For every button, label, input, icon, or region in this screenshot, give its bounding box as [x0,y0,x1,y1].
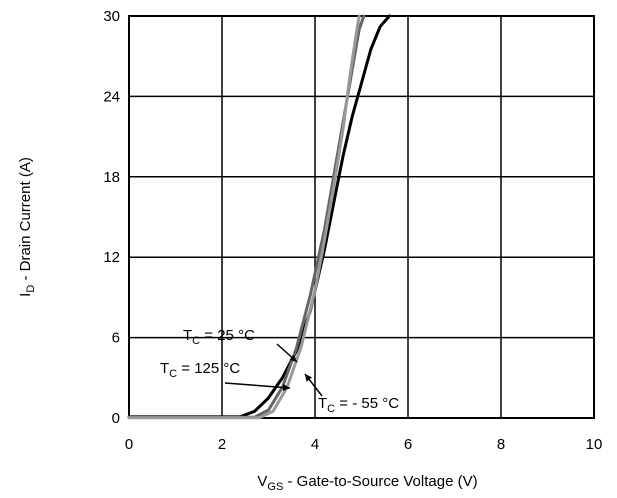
y-axis-label-sub: D [25,285,37,293]
x-tick-label: 0 [125,436,133,453]
grid [128,15,595,419]
annotation-main: T [183,327,192,344]
y-tick-label: 12 [103,249,120,266]
annotation-label: TC = 25 °C [183,327,255,347]
annotation-arrowhead [305,374,312,382]
x-axis-label-main: V [257,473,267,490]
annotation-rest: = 25 °C [200,327,255,344]
annotation-main: T [318,395,327,412]
annotation-rest: = 125 °C [177,360,240,377]
annotation-sub: C [169,368,177,380]
annotation-rest: = - 55 °C [335,395,399,412]
x-tick-label: 10 [586,436,603,453]
x-axis-label-rest: - Gate-to-Source Voltage (V) [283,473,477,490]
y-tick-labels: 0 6 12 18 24 30 [103,8,120,427]
annotation-main: T [160,360,169,377]
x-tick-label: 8 [497,436,505,453]
series-curve-2 [127,14,361,420]
y-tick-label: 30 [103,8,120,25]
curves [127,14,391,420]
annotation-arrowhead [282,384,290,391]
x-tick-labels: 0 2 4 6 8 10 [125,436,603,453]
annotation-sub: C [192,335,200,347]
annotation-leader [224,382,291,389]
annotation-sub: C [327,403,335,415]
plot-frame [128,15,595,419]
y-axis-label-rest: - Drain Current (A) [17,157,34,285]
y-tick-label: 24 [103,88,120,105]
x-axis-label-sub: GS [267,481,283,493]
y-tick-label: 6 [112,330,120,347]
series-curve-0 [127,14,391,419]
x-tick-label: 6 [404,436,412,453]
y-tick-label: 0 [112,410,120,427]
x-axis-label: VGS - Gate-to-Source Voltage (V) [257,473,477,493]
x-tick-label: 4 [311,436,319,453]
annotation-label: TC = - 55 °C [318,395,399,415]
annotation-label: TC = 125 °C [160,360,240,380]
annotations: TC = 25 °CTC = 125 °CTC = - 55 °C [160,327,399,415]
y-axis-label: ID - Drain Current (A) [17,157,37,297]
y-axis-label-main: I [17,293,34,297]
annotation-arrowhead [289,354,297,362]
x-tick-label: 2 [218,436,226,453]
y-tick-label: 18 [103,169,120,186]
